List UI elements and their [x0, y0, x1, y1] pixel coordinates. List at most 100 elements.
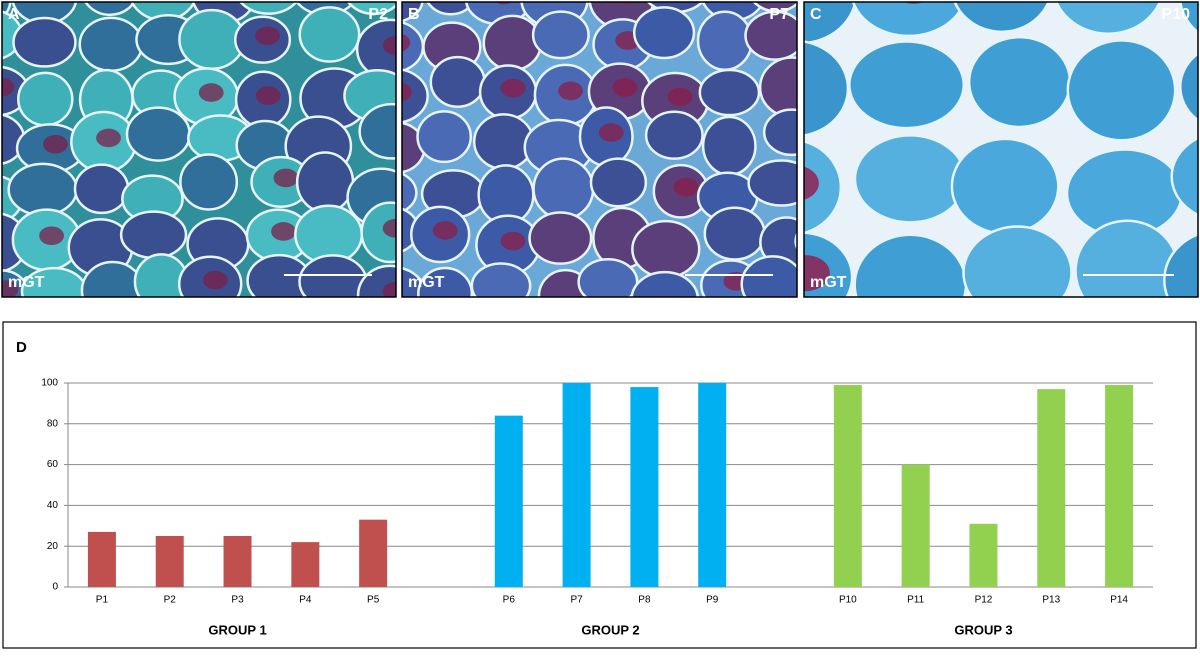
- fiber: [531, 10, 590, 60]
- stain-label: mGT: [408, 274, 445, 291]
- fiber: [84, 2, 136, 17]
- ragged-red: [558, 81, 584, 101]
- x-tick-label: P8: [638, 595, 651, 606]
- fiber: [762, 108, 797, 157]
- fiber: [12, 16, 77, 68]
- fiber: [703, 206, 766, 261]
- x-tick-label: P7: [570, 595, 583, 606]
- ragged-red: [43, 134, 68, 154]
- fiber: [701, 115, 757, 177]
- x-tick-label: P9: [706, 595, 719, 606]
- fiber: [1170, 136, 1198, 217]
- group-label: GROUP 1: [208, 622, 266, 637]
- fiber: [632, 6, 696, 60]
- fiber: [17, 71, 74, 127]
- ragged-red: [0, 321, 1, 340]
- x-tick-label: P2: [164, 595, 177, 606]
- x-tick-label: P3: [231, 595, 244, 606]
- fiber: [804, 40, 850, 137]
- ragged-red: [598, 123, 624, 142]
- fiber: [426, 2, 476, 16]
- ragged-red: [382, 36, 396, 55]
- bar: [223, 536, 252, 587]
- ragged-red: [202, 270, 228, 290]
- ragged-red: [271, 222, 296, 241]
- fiber: [696, 10, 753, 72]
- ragged-red: [96, 128, 121, 148]
- fiber: [298, 6, 361, 63]
- fiber: [577, 258, 639, 297]
- x-tick-label: P14: [1110, 595, 1128, 606]
- ragged-red: [804, 255, 830, 292]
- x-tick-label: P10: [839, 595, 857, 606]
- ragged-red: [673, 177, 699, 197]
- fiber: [402, 172, 418, 214]
- fiber: [848, 40, 966, 130]
- y-tick-label: 40: [47, 500, 59, 511]
- fiber: [358, 102, 396, 160]
- fiber: [73, 163, 130, 215]
- y-tick-label: 100: [41, 378, 58, 389]
- bar: [901, 464, 930, 587]
- bar: [494, 415, 523, 587]
- fiber: [1179, 51, 1198, 122]
- fiber: [1163, 233, 1198, 297]
- panel-letter: B: [408, 6, 420, 23]
- ragged-red: [402, 33, 411, 52]
- fiber: [532, 157, 595, 221]
- fiber: [429, 55, 486, 108]
- fiber: [630, 270, 700, 297]
- fiber: [1066, 39, 1177, 142]
- x-tick-label: P1: [96, 595, 109, 606]
- fiber: [360, 201, 396, 264]
- fiber: [853, 233, 968, 297]
- group-label: GROUP 3: [954, 622, 1012, 637]
- bar: [562, 383, 591, 587]
- fiber: [80, 260, 145, 297]
- ragged-red: [273, 168, 299, 188]
- panel-frame: [803, 1, 1199, 298]
- ragged-red: [198, 83, 224, 102]
- fiber: [470, 262, 532, 297]
- x-tick-label: P6: [503, 595, 516, 606]
- fiber: [589, 157, 648, 208]
- fiber: [747, 159, 797, 207]
- x-tick-label: P4: [299, 595, 312, 606]
- fiber: [402, 68, 429, 124]
- bar: [1037, 389, 1066, 587]
- fiber: [644, 110, 704, 160]
- ragged-red: [432, 221, 458, 240]
- tissue: [0, 2, 396, 340]
- ragged-red: [804, 166, 819, 200]
- fiber: [119, 210, 188, 260]
- stain-label: mGT: [810, 274, 847, 291]
- fiber: [482, 14, 543, 72]
- y-tick-label: 60: [47, 459, 59, 470]
- fiber: [962, 225, 1073, 297]
- fiber: [950, 137, 1060, 235]
- y-tick-label: 0: [52, 582, 58, 593]
- bar: [969, 523, 998, 587]
- panel-frame: [1, 1, 397, 298]
- fiber: [78, 16, 144, 73]
- chart-label: D: [16, 339, 27, 356]
- x-tick-label: P11: [907, 595, 924, 606]
- stain-label: mGT: [8, 274, 45, 291]
- fiber: [416, 110, 473, 164]
- fiber: [804, 140, 843, 235]
- panel-letter: A: [8, 6, 20, 23]
- fiber: [295, 151, 355, 214]
- bar: [698, 383, 727, 587]
- fiber: [853, 134, 967, 224]
- fiber: [298, 254, 368, 297]
- fiber: [125, 106, 191, 162]
- fiber: [804, 2, 857, 45]
- micrograph: A P2 mGT: [0, 1, 397, 340]
- fiber: [346, 2, 396, 16]
- fiber: [7, 162, 78, 217]
- ragged-red: [39, 226, 64, 246]
- fiber: [851, 2, 966, 38]
- y-tick-label: 20: [47, 541, 59, 552]
